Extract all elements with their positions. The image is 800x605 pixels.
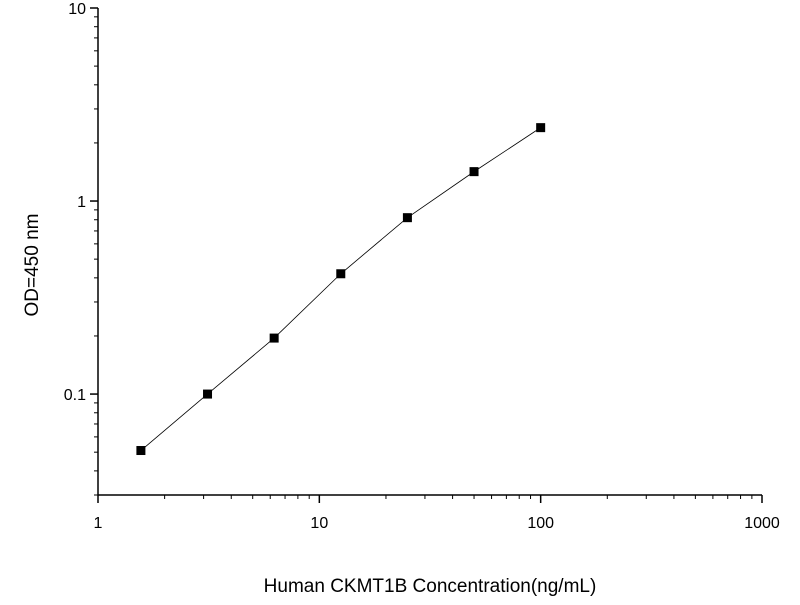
data-point-marker [536,123,546,133]
labels: Human CKMT1B Concentration(ng/mL) OD=450… [22,214,596,597]
data-point-marker [402,213,412,223]
y-tick-label: 1 [77,194,86,211]
series-line [140,127,541,451]
data-point-marker [203,389,213,399]
data-point-marker [469,167,479,177]
x-tick-label: 100 [527,515,554,532]
x-tick-label: 1000 [744,515,780,532]
data-series [136,123,546,456]
data-point-marker [269,333,279,343]
x-tick-label: 10 [310,515,328,532]
y-tick-label: 10 [68,1,86,18]
y-tick-label: 0.1 [64,387,86,404]
data-point-marker [336,269,346,279]
axes: 1 10 100 1000 0.1 1 10 [64,1,780,532]
x-tick-label: 1 [94,515,103,532]
x-axis-title: Human CKMT1B Concentration(ng/mL) [264,576,597,597]
y-axis-title: OD=450 nm [22,214,43,317]
data-point-marker [136,446,146,456]
